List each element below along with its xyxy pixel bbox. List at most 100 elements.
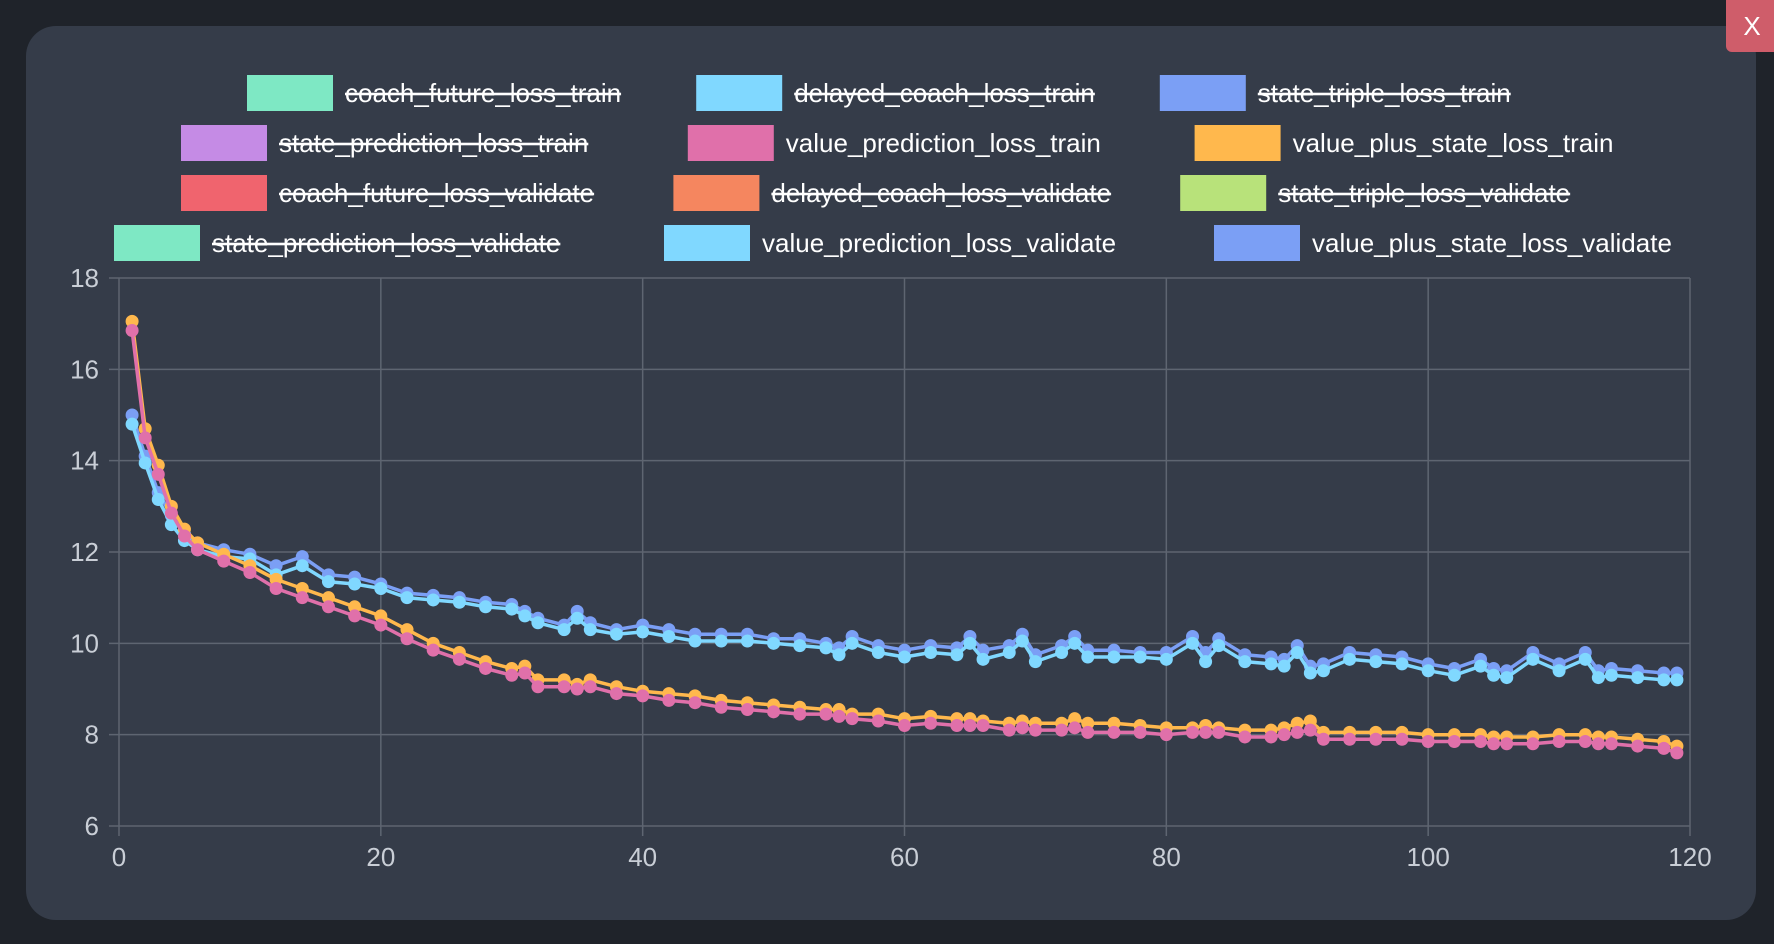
data-point	[1526, 652, 1540, 666]
legend-item[interactable]: delayed_coach_loss_validate	[673, 175, 1111, 211]
data-point	[1631, 671, 1645, 685]
grid	[109, 277, 1691, 836]
data-point	[570, 682, 584, 696]
data-point	[452, 595, 466, 609]
series-group	[125, 314, 1684, 760]
y-tick-label: 14	[70, 446, 99, 476]
series-value_prediction_loss_train	[125, 324, 1684, 760]
legend-swatch	[1194, 125, 1281, 161]
legend-label: state_prediction_loss_train	[279, 128, 588, 158]
data-point	[1670, 746, 1684, 760]
data-point	[505, 668, 519, 682]
data-point	[1002, 645, 1016, 659]
data-point	[1002, 723, 1016, 737]
data-point	[125, 408, 139, 422]
data-point	[1526, 737, 1540, 751]
legend-swatch	[114, 225, 200, 261]
legend-item[interactable]: value_prediction_loss_validate	[664, 225, 1116, 261]
data-point	[531, 616, 545, 630]
legend-item[interactable]: state_triple_loss_train	[1159, 75, 1511, 111]
data-point	[518, 666, 532, 680]
data-point	[1303, 714, 1317, 728]
data-point	[1552, 735, 1566, 749]
data-point	[1369, 732, 1383, 746]
data-point	[1264, 730, 1278, 744]
data-point	[1500, 671, 1514, 685]
data-point	[269, 559, 283, 573]
x-tick-label: 80	[1152, 842, 1181, 872]
data-point	[125, 324, 139, 338]
legend-item[interactable]: value_plus_state_loss_train	[1194, 125, 1614, 161]
data-point	[1591, 671, 1605, 685]
data-point	[793, 707, 807, 721]
close-button[interactable]: X	[1726, 0, 1774, 52]
data-point	[819, 707, 833, 721]
data-point	[832, 709, 846, 723]
data-point	[164, 506, 178, 520]
x-tick-label: 0	[112, 842, 126, 872]
data-point	[662, 693, 676, 707]
data-point	[1343, 732, 1357, 746]
data-point	[295, 550, 309, 564]
data-point	[950, 648, 964, 662]
data-point	[348, 600, 362, 614]
legend-label: coach_future_loss_validate	[279, 178, 594, 208]
data-point	[1421, 735, 1435, 749]
legend-item[interactable]: coach_future_loss_validate	[181, 175, 594, 211]
legend-item[interactable]: value_prediction_loss_train	[687, 125, 1101, 161]
data-point	[963, 636, 977, 650]
legend-label: state_triple_loss_validate	[1278, 178, 1570, 208]
data-point	[767, 705, 781, 719]
data-point	[1212, 725, 1226, 739]
y-tick-label: 8	[85, 720, 99, 750]
data-point	[714, 700, 728, 714]
data-point	[1028, 723, 1042, 737]
legend-swatch	[696, 75, 783, 111]
data-point	[1474, 659, 1488, 673]
data-point	[1604, 668, 1618, 682]
data-point	[1657, 673, 1671, 687]
data-point	[191, 543, 205, 557]
data-point	[583, 623, 597, 637]
data-point	[1303, 666, 1317, 680]
data-point	[1290, 645, 1304, 659]
data-point	[1186, 636, 1200, 650]
data-point	[976, 652, 990, 666]
legend-item[interactable]: state_prediction_loss_train	[181, 125, 588, 161]
data-point	[740, 634, 754, 648]
data-point	[1657, 741, 1671, 755]
data-point	[374, 609, 388, 623]
data-point	[963, 719, 977, 733]
data-point	[177, 529, 191, 543]
data-point	[1591, 737, 1605, 751]
y-tick-label: 18	[70, 263, 99, 293]
data-point	[1068, 721, 1082, 735]
legend-swatch	[673, 175, 760, 211]
data-point	[688, 634, 702, 648]
data-point	[374, 618, 388, 632]
legend-item[interactable]: state_prediction_loss_validate	[114, 225, 560, 261]
data-point	[505, 602, 519, 616]
legend[interactable]: coach_future_loss_train delayed_coach_los…	[114, 75, 1672, 261]
data-point	[1081, 716, 1095, 730]
series-value_prediction_loss_validate	[125, 417, 1684, 687]
data-point	[636, 625, 650, 639]
legend-label: coach_future_loss_train	[345, 78, 621, 108]
data-point	[374, 582, 388, 596]
data-point	[426, 593, 440, 607]
legend-item[interactable]: state_triple_loss_validate	[1180, 175, 1570, 211]
legend-item[interactable]: coach_future_loss_train	[247, 75, 621, 111]
legend-swatch	[664, 225, 750, 261]
legend-swatch	[181, 125, 267, 161]
data-point	[400, 591, 414, 605]
data-point	[479, 600, 493, 614]
data-point	[898, 719, 911, 733]
legend-label: value_prediction_loss_validate	[762, 228, 1116, 258]
legend-item[interactable]: delayed_coach_loss_train	[696, 75, 1095, 111]
data-point	[845, 712, 859, 726]
data-point	[295, 559, 309, 573]
data-point	[452, 652, 466, 666]
data-point	[479, 661, 493, 675]
legend-item[interactable]: value_plus_state_loss_validate	[1214, 225, 1672, 261]
data-point	[609, 627, 623, 641]
